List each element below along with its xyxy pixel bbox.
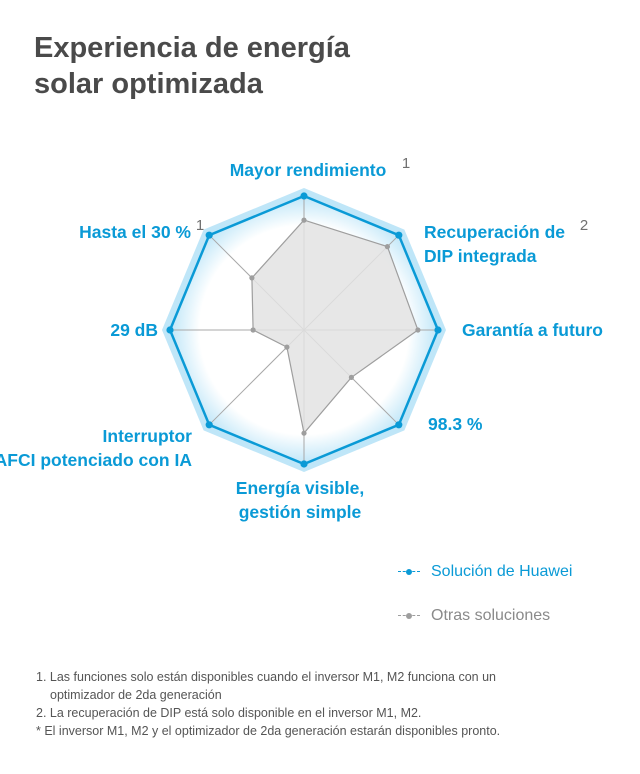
legend-label-others: Otras soluciones <box>431 607 551 624</box>
axis-label-6: Interruptor AFCI potenciado con IA <box>0 426 192 470</box>
footnote-1: 1. Las funciones solo están disponibles … <box>36 670 497 684</box>
series-huawei-point <box>205 231 213 239</box>
series-huawei-point <box>205 421 213 429</box>
series-others-point <box>348 374 354 380</box>
axis-label-sup-1: 1 <box>402 155 410 172</box>
legend: Solución de Huawei Otras soluciones <box>398 560 572 648</box>
series-huawei-point <box>300 460 308 468</box>
page-title-line-2: solar optimizada <box>34 68 263 100</box>
series-others-point <box>249 275 255 281</box>
page-title: Experiencia de energía solar optimizada <box>34 30 594 102</box>
footnote-2: 2. La recuperación de DIP está solo disp… <box>36 706 422 720</box>
series-others-point <box>301 430 307 436</box>
radar-chart: Mayor rendimiento 1 Recuperación de DIP int… <box>0 155 603 522</box>
axis-label-3: Garantía a futuro <box>462 320 603 340</box>
series-others-point <box>250 327 256 333</box>
axis-label-4: 98.3 % <box>428 414 483 434</box>
page-title-line-1: Experiencia de energía <box>34 32 350 64</box>
legend-label-huawei: Solución de Huawei <box>431 563 573 580</box>
legend-item-others: Otras soluciones <box>398 604 572 628</box>
axis-label-sup-8: 1 <box>196 217 204 234</box>
legend-marker-others <box>398 611 420 621</box>
series-huawei-point <box>395 231 403 239</box>
axis-label-1: Mayor rendimiento <box>230 160 387 180</box>
footnotes: 1. Las funciones solo están disponibles … <box>36 668 616 740</box>
footnote-1-cont: optimizador de 2da generación <box>50 688 222 702</box>
axis-label-2: Recuperación de DIP integrada <box>424 222 565 266</box>
series-huawei-point <box>434 326 442 334</box>
axis-label-7: 29 dB <box>110 320 158 340</box>
series-others-point <box>284 344 290 350</box>
footnote-3: * El inversor M1, M2 y el optimizador de… <box>36 724 501 738</box>
series-huawei-point <box>395 421 403 429</box>
series-others-point <box>301 217 307 223</box>
series-others-point <box>415 327 421 333</box>
series-others-point <box>384 244 390 250</box>
legend-marker-huawei <box>398 567 420 577</box>
series-huawei-point <box>300 192 308 200</box>
axis-label-5: Energía visible, gestión simple <box>236 478 364 522</box>
legend-item-huawei: Solución de Huawei <box>398 560 572 584</box>
axis-label-sup-2: 2 <box>580 217 588 234</box>
axis-label-8: Hasta el 30 % <box>79 222 191 242</box>
series-huawei-point <box>166 326 174 334</box>
